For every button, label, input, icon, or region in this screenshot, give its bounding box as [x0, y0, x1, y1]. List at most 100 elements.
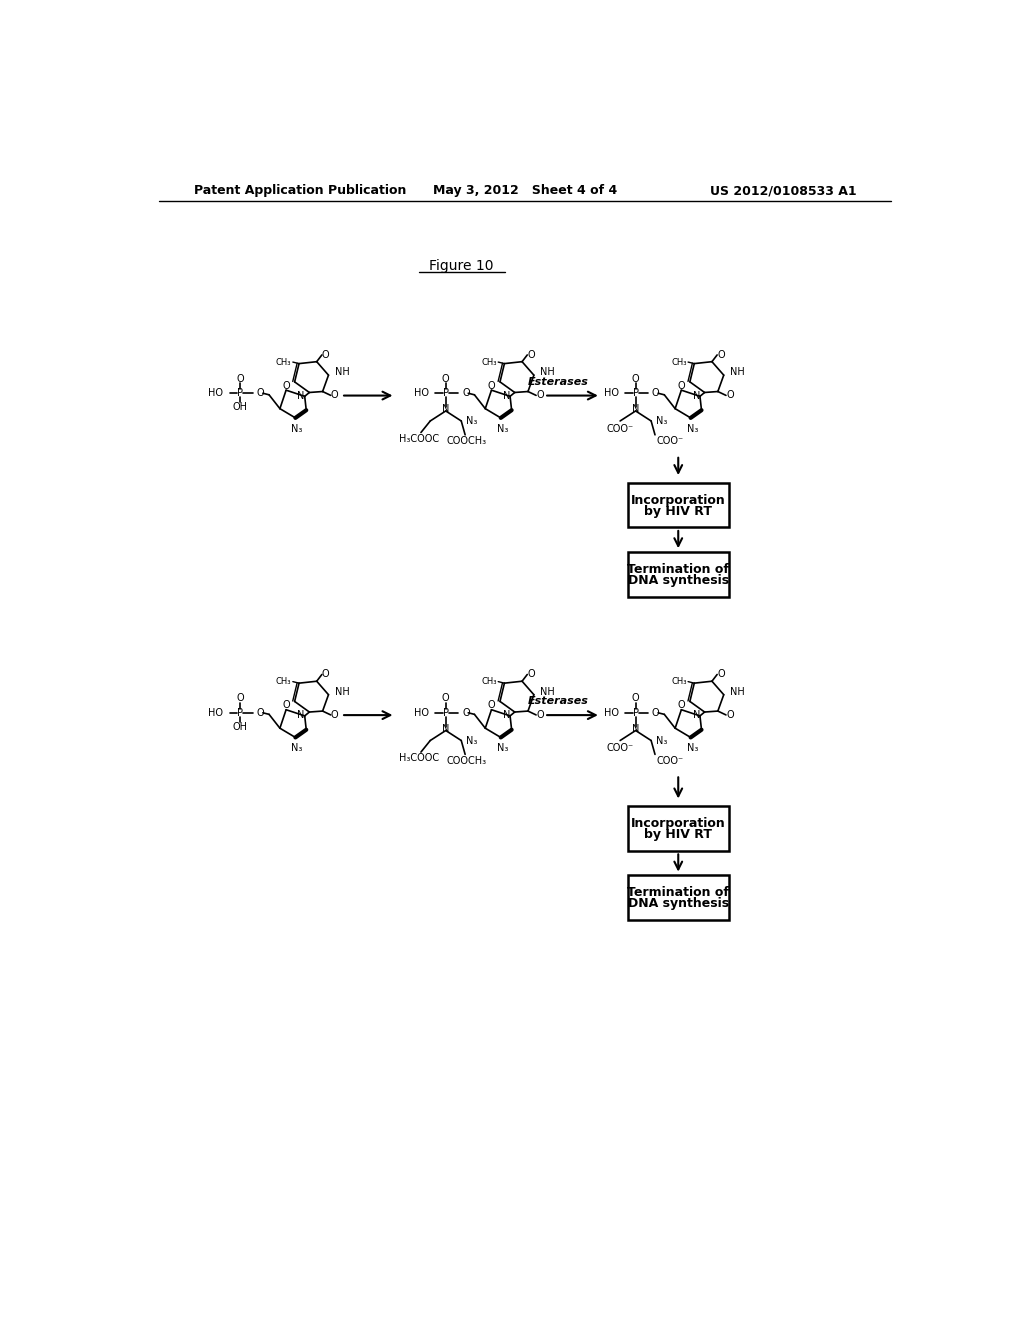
Text: Incorporation: Incorporation — [631, 817, 726, 830]
Text: O: O — [331, 391, 338, 400]
Text: O: O — [652, 388, 659, 399]
Text: Figure 10: Figure 10 — [429, 259, 494, 273]
Text: O: O — [527, 350, 535, 360]
Text: CH₃: CH₃ — [275, 677, 291, 686]
Text: NH: NH — [730, 367, 744, 378]
Bar — [628, 875, 729, 920]
Text: N: N — [632, 404, 639, 414]
Text: May 3, 2012   Sheet 4 of 4: May 3, 2012 Sheet 4 of 4 — [433, 185, 616, 197]
Text: Termination of: Termination of — [628, 887, 729, 899]
Text: NH: NH — [730, 686, 744, 697]
Bar — [628, 483, 729, 527]
Text: N₃: N₃ — [497, 424, 508, 434]
Text: O: O — [442, 374, 450, 384]
Text: O: O — [717, 350, 725, 360]
Text: N: N — [297, 391, 305, 400]
Text: N₃: N₃ — [291, 743, 303, 754]
Text: O: O — [322, 669, 330, 680]
Text: COOCH₃: COOCH₃ — [446, 436, 486, 446]
Text: N: N — [442, 404, 450, 414]
Text: N₃: N₃ — [655, 735, 668, 746]
Text: OH: OH — [232, 403, 248, 412]
Text: P: P — [633, 388, 639, 399]
Text: COO⁻: COO⁻ — [656, 436, 684, 446]
Text: by HIV RT: by HIV RT — [644, 504, 713, 517]
Text: P: P — [238, 708, 244, 718]
Text: N₃: N₃ — [466, 416, 477, 426]
Text: N₃: N₃ — [655, 416, 668, 426]
Text: HO: HO — [414, 388, 429, 399]
Text: O: O — [322, 350, 330, 360]
Text: N: N — [442, 723, 450, 734]
Text: COOCH₃: COOCH₃ — [446, 755, 486, 766]
Text: CH₃: CH₃ — [481, 358, 497, 367]
Text: P: P — [442, 708, 449, 718]
Text: COO⁻: COO⁻ — [606, 424, 634, 434]
Text: H₃COOC: H₃COOC — [399, 754, 439, 763]
Text: CH₃: CH₃ — [481, 677, 497, 686]
Text: O: O — [537, 710, 544, 719]
Text: N₃: N₃ — [466, 735, 477, 746]
Text: CH₃: CH₃ — [671, 358, 686, 367]
Text: O: O — [726, 391, 733, 400]
Text: DNA synthesis: DNA synthesis — [628, 898, 729, 911]
Text: by HIV RT: by HIV RT — [644, 828, 713, 841]
Text: O: O — [717, 669, 725, 680]
Text: HO: HO — [603, 708, 618, 718]
Text: O: O — [442, 693, 450, 704]
Text: O: O — [678, 700, 685, 710]
Text: P: P — [633, 708, 639, 718]
Text: O: O — [237, 374, 244, 384]
Text: N: N — [297, 710, 305, 721]
Text: O: O — [331, 710, 338, 719]
Text: COO⁻: COO⁻ — [656, 755, 684, 766]
Text: Esterases: Esterases — [527, 696, 589, 706]
Text: O: O — [487, 700, 496, 710]
Text: HO: HO — [603, 388, 618, 399]
Text: Incorporation: Incorporation — [631, 494, 726, 507]
Text: O: O — [726, 710, 733, 719]
Text: O: O — [283, 700, 290, 710]
Text: O: O — [283, 380, 290, 391]
Text: N: N — [503, 391, 510, 400]
Text: O: O — [632, 693, 639, 704]
Text: NH: NH — [540, 367, 555, 378]
Text: O: O — [527, 669, 535, 680]
Text: US 2012/0108533 A1: US 2012/0108533 A1 — [710, 185, 856, 197]
Text: P: P — [442, 388, 449, 399]
Text: O: O — [632, 374, 639, 384]
Text: Patent Application Publication: Patent Application Publication — [194, 185, 407, 197]
Text: DNA synthesis: DNA synthesis — [628, 574, 729, 587]
Text: N₃: N₃ — [686, 424, 698, 434]
Text: HO: HO — [414, 708, 429, 718]
Text: HO: HO — [208, 708, 223, 718]
Text: N: N — [503, 710, 510, 721]
Text: CH₃: CH₃ — [275, 358, 291, 367]
Text: N: N — [692, 710, 700, 721]
Text: CH₃: CH₃ — [671, 677, 686, 686]
Text: N₃: N₃ — [291, 424, 303, 434]
Text: N₃: N₃ — [686, 743, 698, 754]
Text: O: O — [487, 380, 496, 391]
Text: Termination of: Termination of — [628, 564, 729, 576]
Text: NH: NH — [335, 367, 349, 378]
Text: O: O — [462, 708, 470, 718]
Text: O: O — [652, 708, 659, 718]
Text: N: N — [692, 391, 700, 400]
Bar — [628, 807, 729, 850]
Text: NH: NH — [540, 686, 555, 697]
Text: O: O — [257, 708, 264, 718]
Text: HO: HO — [208, 388, 223, 399]
Text: OH: OH — [232, 722, 248, 731]
Bar — [628, 552, 729, 597]
Text: N₃: N₃ — [497, 743, 508, 754]
Text: P: P — [238, 388, 244, 399]
Text: O: O — [678, 380, 685, 391]
Text: O: O — [237, 693, 244, 704]
Text: H₃COOC: H₃COOC — [399, 434, 439, 444]
Text: O: O — [537, 391, 544, 400]
Text: Esterases: Esterases — [527, 376, 589, 387]
Text: O: O — [257, 388, 264, 399]
Text: COO⁻: COO⁻ — [606, 743, 634, 754]
Text: N: N — [632, 723, 639, 734]
